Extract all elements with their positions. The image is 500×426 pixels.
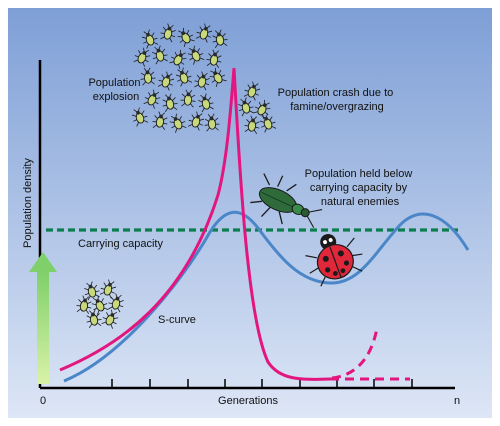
label-held-below-line-1: Population held below — [305, 168, 413, 180]
x-axis-label: Generations — [218, 395, 278, 407]
x-axis-end-label: n — [454, 395, 460, 407]
label-population-crash-line-2: famine/overgrazing — [290, 101, 384, 113]
label-population-explosion-line-1: Population — [88, 77, 140, 89]
y-axis-label: Population density — [22, 158, 34, 248]
label-held-below-line-3: natural enemies — [321, 196, 400, 208]
label-s-curve: S-curve — [158, 314, 196, 326]
x-axis-origin-label: 0 — [40, 395, 46, 407]
label-held-below: Population held below carrying capacity … — [305, 168, 416, 208]
label-population-explosion-line-2: explosion — [93, 91, 139, 103]
label-carrying-capacity: Carrying capacity — [78, 238, 163, 250]
label-held-below-line-2: carrying capacity by — [310, 182, 408, 194]
label-population-crash-line-1: Population crash due to — [278, 87, 394, 99]
